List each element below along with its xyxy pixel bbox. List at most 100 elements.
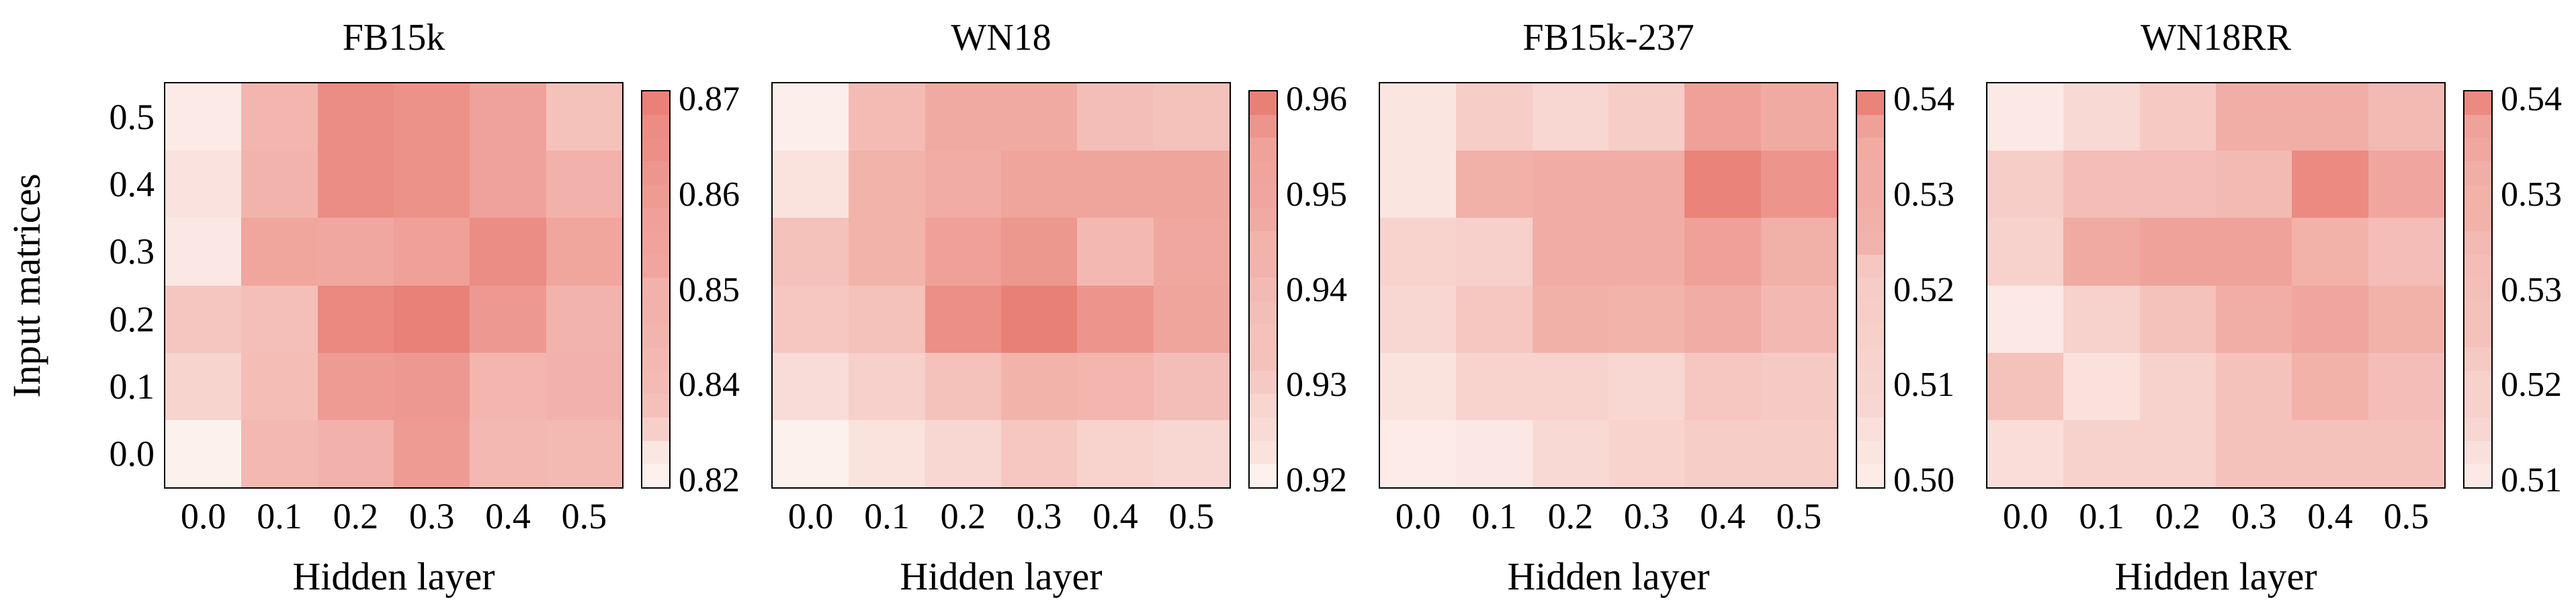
- heatmap-cell: [394, 151, 470, 218]
- x-axis-label: Hidden layer: [1507, 555, 1710, 598]
- colorbar-band: [642, 254, 669, 278]
- heatmap-cell: [546, 83, 623, 151]
- heatmap-cell: [1153, 83, 1230, 151]
- colorbar-band: [2464, 114, 2491, 138]
- colorbar-band: [1250, 161, 1277, 186]
- heatmap-cell: [546, 419, 623, 488]
- x-tick-label: 0.1: [864, 496, 910, 536]
- heatmap-cell: [470, 419, 547, 488]
- heatmap-cell: [1001, 83, 1078, 151]
- heatmap-cell: [317, 285, 394, 354]
- heatmap-cell: [2292, 218, 2369, 286]
- heatmap-cell: [394, 83, 470, 151]
- heatmap-cell: [2368, 285, 2445, 354]
- x-tick-label: 0.1: [257, 496, 302, 536]
- colorbar: [1248, 90, 1278, 489]
- colorbar-band: [2464, 417, 2491, 442]
- colorbar-band: [1250, 114, 1277, 138]
- colorbar-tick-label: 0.85: [679, 270, 740, 309]
- heatmap-cell: [2368, 419, 2445, 488]
- heatmap-cell: [1380, 151, 1457, 218]
- heatmap-cell: [2216, 285, 2292, 354]
- heatmap-cell: [1380, 218, 1457, 286]
- colorbar-band: [642, 138, 669, 162]
- colorbar-band: [1250, 184, 1277, 208]
- colorbar-band: [1250, 440, 1277, 464]
- colorbar-band: [1857, 91, 1884, 116]
- heatmap-cell: [165, 285, 242, 354]
- heatmap-cell: [1608, 419, 1685, 488]
- colorbar-band: [642, 231, 669, 255]
- colorbar-tick-label: 0.93: [1286, 366, 1347, 405]
- heatmap-cell: [2216, 419, 2292, 488]
- colorbar-band: [2464, 324, 2491, 348]
- heatmap-cell: [1532, 352, 1609, 421]
- colorbar-band: [1250, 138, 1277, 162]
- heatmap-cell: [241, 218, 318, 286]
- colorbar-band: [2464, 348, 2491, 372]
- colorbar: [641, 90, 671, 489]
- heatmap-cell: [1532, 419, 1609, 488]
- colorbar-band: [2464, 161, 2491, 186]
- colorbar-band: [1857, 231, 1884, 255]
- colorbar-band: [642, 348, 669, 372]
- heatmap-cell: [773, 285, 849, 354]
- colorbar-band: [1250, 324, 1277, 348]
- panel-title: FB15k-237: [1522, 17, 1694, 58]
- y-tick-label: 0.3: [109, 231, 155, 272]
- heatmap-cell: [773, 419, 849, 488]
- heatmap-cell: [1380, 419, 1457, 488]
- heatmap-cell: [546, 352, 623, 421]
- heatmap-cell: [1987, 285, 2064, 354]
- heatmap-cell: [394, 419, 470, 488]
- colorbar-band: [642, 278, 669, 302]
- heatmap-cell: [1077, 151, 1154, 218]
- heatmap-cell: [2063, 285, 2141, 354]
- heatmap-grid: [1379, 82, 1838, 489]
- heatmap-cell: [925, 83, 1002, 151]
- x-tick-label: 0.5: [1168, 496, 1215, 536]
- colorbar-band: [2464, 208, 2491, 232]
- heatmap-cell: [2063, 151, 2141, 218]
- heatmap-grid: [164, 82, 624, 489]
- colorbar-band: [642, 161, 669, 186]
- heatmap-cell: [773, 352, 849, 421]
- heatmap-cell: [470, 83, 547, 151]
- heatmap-cell: [1380, 285, 1457, 354]
- colorbar-band: [642, 208, 669, 232]
- heatmap-cell: [1532, 83, 1609, 151]
- colorbar-band: [1250, 464, 1277, 488]
- colorbar-band: [642, 91, 669, 116]
- colorbar-band: [1250, 300, 1277, 325]
- heatmap-cell: [1608, 218, 1685, 286]
- x-tick-label: 0.3: [1623, 496, 1670, 536]
- colorbar-band: [1250, 348, 1277, 372]
- colorbar-band: [1857, 278, 1884, 302]
- heatmap-cell: [1153, 218, 1230, 286]
- heatmap-cell: [241, 285, 318, 354]
- x-tick-label: 0.3: [2231, 496, 2277, 536]
- colorbar-band: [1857, 440, 1884, 464]
- heatmap-cell: [546, 285, 623, 354]
- heatmap-cell: [394, 218, 470, 286]
- colorbar-band: [642, 300, 669, 325]
- heatmap-cell: [1456, 285, 1533, 354]
- heatmap-cell: [1684, 419, 1762, 488]
- heatmap-cell: [2139, 419, 2217, 488]
- heatmap-cell: [1456, 352, 1533, 421]
- heatmap-cell: [925, 218, 1002, 286]
- heatmap-cell: [2063, 83, 2141, 151]
- heatmap-cell: [1684, 285, 1762, 354]
- heatmap-cell: [1532, 285, 1609, 354]
- colorbar-tick-label: 0.96: [1286, 80, 1347, 118]
- colorbar-band: [1250, 91, 1277, 116]
- heatmap-cell: [925, 285, 1002, 354]
- colorbar-band: [642, 464, 669, 488]
- colorbar-band: [642, 394, 669, 418]
- x-tick-label: 0.4: [1092, 496, 1138, 536]
- heatmap-cell: [317, 419, 394, 488]
- colorbar-tick-label: 0.54: [1893, 80, 1955, 118]
- heatmap-cell: [2216, 352, 2292, 421]
- colorbar-tick-label: 0.54: [2501, 80, 2562, 118]
